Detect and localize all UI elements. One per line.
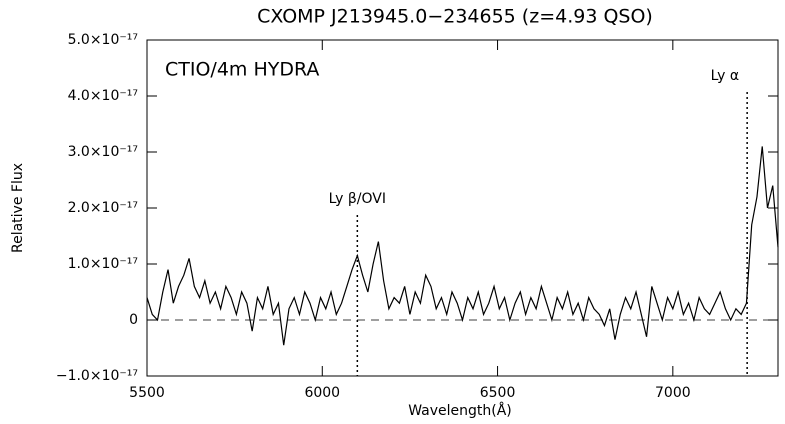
x-tick-label: 6000 <box>304 385 340 401</box>
x-axis-label: Wavelength(Å) <box>408 402 512 419</box>
y-tick-label: 5.0×10⁻¹⁷ <box>68 32 138 48</box>
y-tick-label: 3.0×10⁻¹⁷ <box>68 144 138 160</box>
y-tick-label: −1.0×10⁻¹⁷ <box>56 368 138 384</box>
plot-frame <box>146 39 779 377</box>
x-tick-label: 7000 <box>655 385 691 401</box>
y-tick-label: 2.0×10⁻¹⁷ <box>68 200 138 216</box>
chart-title: CXOMP J213945.0−234655 (z=4.93 QSO) <box>257 6 653 28</box>
instrument-annotation: CTIO/4m HYDRA <box>165 59 319 81</box>
x-tick-label: 6500 <box>480 385 516 401</box>
emission-line-label: Ly β/OVI <box>329 191 386 207</box>
x-tick-label: 5500 <box>129 385 165 401</box>
y-tick-label: 0 <box>129 312 138 328</box>
y-tick-label: 1.0×10⁻¹⁷ <box>68 256 138 272</box>
y-axis-label: Relative Flux <box>10 163 26 253</box>
y-tick-label: 4.0×10⁻¹⁷ <box>68 88 138 104</box>
emission-line-label: Ly α <box>711 68 739 84</box>
spectrum-line <box>146 146 779 346</box>
